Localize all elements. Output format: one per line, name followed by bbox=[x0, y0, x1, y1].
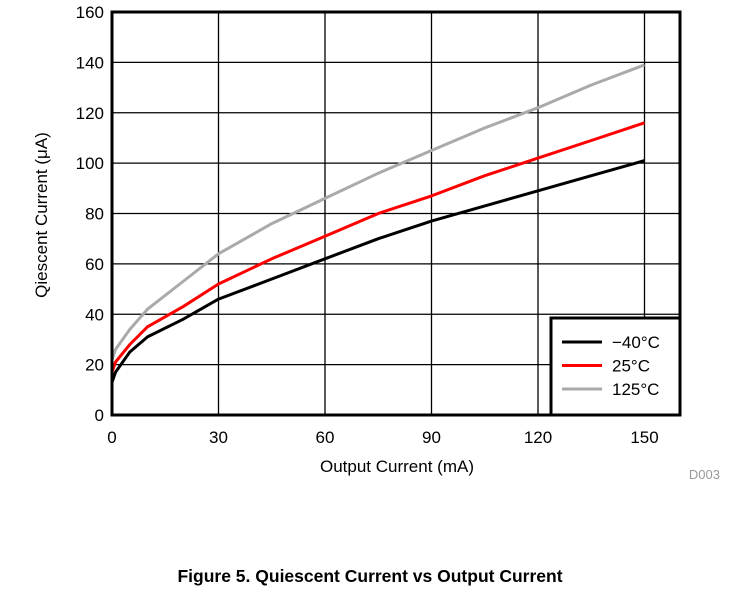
grid-lines bbox=[111, 11, 680, 416]
x-tick-label: 30 bbox=[209, 428, 228, 447]
x-tick-label: 120 bbox=[524, 428, 552, 447]
legend-box bbox=[549, 316, 682, 417]
legend-label: 125°C bbox=[612, 380, 659, 399]
series-line bbox=[110, 159, 645, 383]
figure-caption: Figure 5. Quiescent Current vs Output Cu… bbox=[177, 566, 563, 586]
y-tick-label: 20 bbox=[85, 356, 104, 375]
x-tick-label: 0 bbox=[107, 428, 116, 447]
y-tick-label: 80 bbox=[85, 205, 104, 224]
y-tick-label: 120 bbox=[76, 104, 104, 123]
y-tick-label: 160 bbox=[76, 3, 104, 22]
y-tick-label: 0 bbox=[95, 406, 104, 425]
y-tick-label: 60 bbox=[85, 255, 104, 274]
x-tick-labels: 0 30 60 90 120 150 bbox=[107, 428, 658, 447]
y-tick-label: 40 bbox=[85, 305, 104, 324]
y-tick-label: 140 bbox=[76, 53, 104, 72]
x-axis-label: Output Current (mA) bbox=[320, 457, 474, 476]
y-axis-label: Qiescent Current (μA) bbox=[32, 132, 51, 298]
x-tick-label: 150 bbox=[630, 428, 658, 447]
plot-frame bbox=[110, 10, 682, 417]
legend-label: 25°C bbox=[612, 357, 650, 376]
series-line bbox=[110, 63, 646, 361]
x-tick-label: 90 bbox=[422, 428, 441, 447]
y-tick-label: 100 bbox=[76, 154, 104, 173]
data-series bbox=[110, 63, 646, 383]
figure-id-label: D003 bbox=[689, 467, 720, 482]
legend: −40°C 25°C 125°C bbox=[549, 316, 682, 417]
series-line bbox=[110, 121, 645, 373]
x-tick-label: 60 bbox=[316, 428, 335, 447]
legend-label: −40°C bbox=[612, 333, 660, 352]
y-tick-labels: 0 20 40 60 80 100 120 140 160 bbox=[76, 3, 104, 425]
